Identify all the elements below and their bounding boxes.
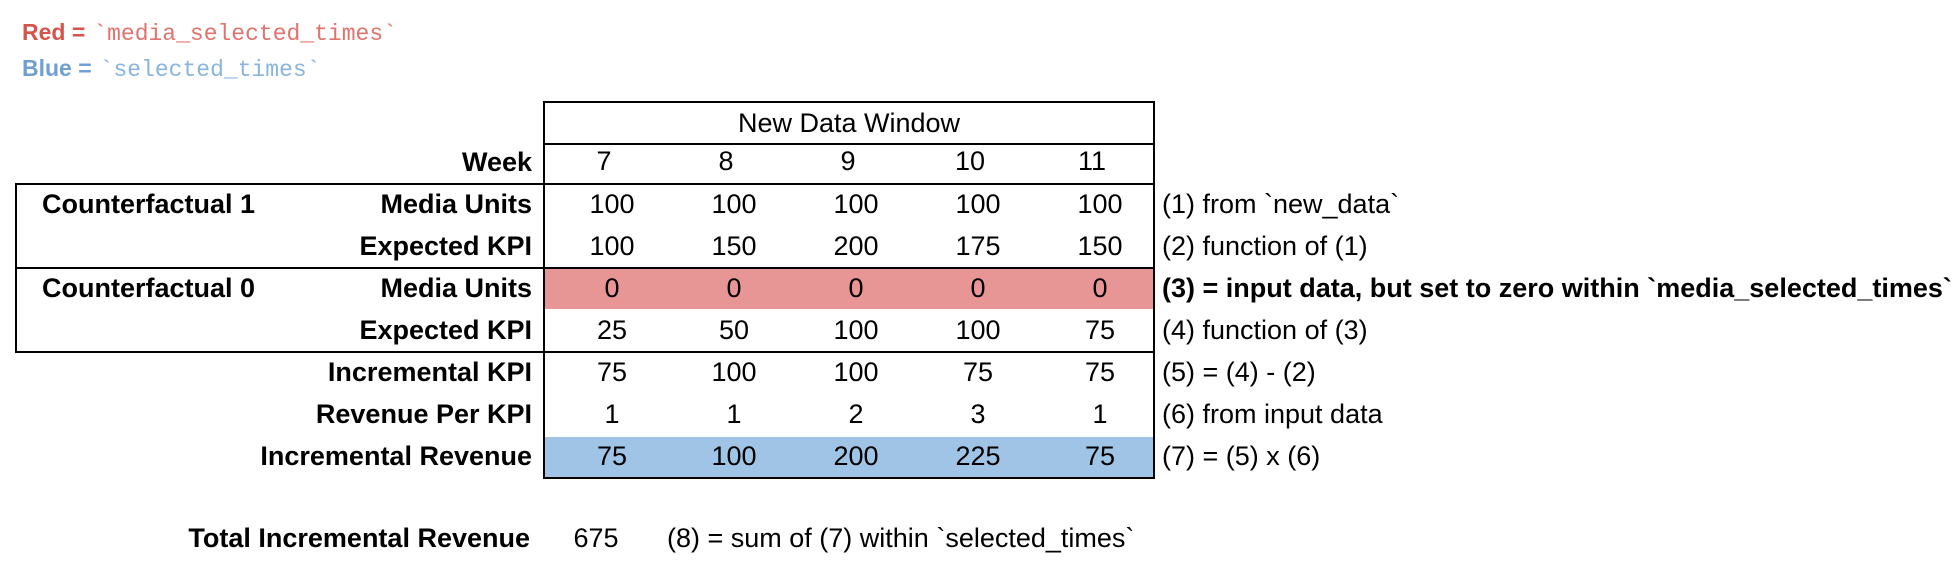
table-bottom-border bbox=[543, 477, 1155, 479]
table-cell: 200 bbox=[833, 231, 879, 261]
table-cell: 75 bbox=[1084, 357, 1116, 387]
week-number: 8 bbox=[718, 146, 734, 176]
table-cell: 175 bbox=[955, 231, 1001, 261]
legend-blue-code: `selected_times` bbox=[99, 57, 321, 83]
table-cell: 3 bbox=[970, 399, 986, 429]
row-values-revenue-per-kpi: 1 1 2 3 1 bbox=[543, 393, 1153, 435]
table-right-border bbox=[1153, 101, 1155, 479]
row-label-media-units-cf1: Media Units bbox=[380, 189, 532, 219]
group-box-left-border bbox=[15, 183, 17, 353]
week-row-bottom-border bbox=[15, 183, 1155, 185]
annotation-5: (5) = (4) - (2) bbox=[1162, 357, 1316, 387]
legend-blue-label: Blue = bbox=[22, 55, 92, 81]
table-cell: 100 bbox=[833, 315, 879, 345]
selected-times-highlight-band bbox=[545, 437, 1153, 477]
table-cell: 75 bbox=[1084, 315, 1116, 345]
total-row: Total Incremental Revenue 675 (8) = sum … bbox=[0, 520, 1960, 556]
table-cell: 100 bbox=[955, 189, 1001, 219]
table-cell: 200 bbox=[833, 441, 879, 471]
row-values-media-units-cf1: 100 100 100 100 100 bbox=[543, 183, 1153, 225]
legend-blue-line: Blue = `selected_times` bbox=[22, 50, 397, 86]
table-cell: 150 bbox=[711, 231, 757, 261]
table-cell: 1 bbox=[604, 399, 620, 429]
total-incremental-revenue-value: 675 bbox=[573, 523, 619, 553]
table-cell: 100 bbox=[833, 357, 879, 387]
table-cell: 225 bbox=[955, 441, 1001, 471]
week-number: 11 bbox=[1077, 146, 1107, 176]
table-cell: 2 bbox=[848, 399, 864, 429]
group-label-counterfactual-1: Counterfactual 1 bbox=[42, 189, 256, 219]
table-cell: 75 bbox=[596, 441, 628, 471]
table-cell: 100 bbox=[711, 441, 757, 471]
row-label-incremental-kpi: Incremental KPI bbox=[327, 357, 532, 387]
row-values-expected-kpi-cf1: 100 150 200 175 150 bbox=[543, 225, 1153, 267]
table-header-new-data-window: New Data Window bbox=[737, 108, 961, 138]
row-values-incremental-revenue: 75 100 200 225 75 bbox=[543, 435, 1153, 477]
table-cell: 75 bbox=[962, 357, 994, 387]
counterfactual-divider-border bbox=[15, 267, 1155, 269]
row-label-incremental-revenue: Incremental Revenue bbox=[260, 441, 532, 471]
header-bottom-border bbox=[543, 143, 1155, 145]
table-cell: 1 bbox=[1092, 399, 1108, 429]
table-cell: 0 bbox=[848, 273, 864, 303]
table-cell: 100 bbox=[589, 231, 635, 261]
table-left-border bbox=[543, 101, 545, 479]
legend-red-line: Red = `media_selected_times` bbox=[22, 14, 397, 50]
table-cell: 0 bbox=[604, 273, 620, 303]
week-number-row: 7 8 9 10 11 bbox=[543, 141, 1153, 181]
row-label-media-units-cf0: Media Units bbox=[380, 273, 532, 303]
week-number: 9 bbox=[840, 146, 856, 176]
row-values-media-units-cf0: 0 0 0 0 0 bbox=[543, 267, 1153, 309]
table-cell: 100 bbox=[589, 189, 635, 219]
legend-red-label: Red = bbox=[22, 19, 86, 45]
row-values-incremental-kpi: 75 100 100 75 75 bbox=[543, 351, 1153, 393]
counterfactual0-bottom-border bbox=[15, 351, 1155, 353]
annotation-7: (7) = (5) x (6) bbox=[1162, 441, 1321, 471]
table-cell: 50 bbox=[718, 315, 750, 345]
row-label-expected-kpi-cf1: Expected KPI bbox=[359, 231, 532, 261]
group-label-counterfactual-0: Counterfactual 0 bbox=[42, 273, 256, 303]
legend-red-code: `media_selected_times` bbox=[93, 21, 397, 47]
table-cell: 100 bbox=[711, 189, 757, 219]
week-number: 10 bbox=[954, 146, 986, 176]
table-cell: 75 bbox=[1084, 441, 1116, 471]
table-cell: 100 bbox=[711, 357, 757, 387]
table-cell: 0 bbox=[1092, 273, 1108, 303]
annotation-8: (8) = sum of (7) within `selected_times` bbox=[667, 523, 1135, 553]
annotation-3: (3) = input data, but set to zero within… bbox=[1162, 273, 1952, 303]
table-cell: 75 bbox=[596, 357, 628, 387]
table-top-border bbox=[543, 101, 1155, 103]
media-selected-times-highlight-band bbox=[545, 269, 1153, 309]
total-incremental-revenue-label: Total Incremental Revenue bbox=[188, 523, 530, 553]
row-values-expected-kpi-cf0: 25 50 100 100 75 bbox=[543, 309, 1153, 351]
table-cell: 100 bbox=[833, 189, 879, 219]
annotation-6: (6) from input data bbox=[1162, 399, 1383, 429]
annotation-1: (1) from `new_data` bbox=[1162, 189, 1400, 219]
table-cell: 1 bbox=[726, 399, 742, 429]
row-label-expected-kpi-cf0: Expected KPI bbox=[359, 315, 532, 345]
table-cell: 100 bbox=[955, 315, 1001, 345]
table-cell: 0 bbox=[726, 273, 742, 303]
row-label-revenue-per-kpi: Revenue Per KPI bbox=[315, 399, 532, 429]
week-number: 7 bbox=[596, 146, 612, 176]
table-cell: 0 bbox=[970, 273, 986, 303]
table-cell: 100 bbox=[1077, 189, 1123, 219]
annotation-2: (2) function of (1) bbox=[1162, 231, 1368, 261]
week-row-label: Week bbox=[461, 147, 532, 177]
legend: Red = `media_selected_times` Blue = `selec… bbox=[22, 14, 397, 86]
annotation-4: (4) function of (3) bbox=[1162, 315, 1368, 345]
table-cell: 25 bbox=[596, 315, 628, 345]
table-cell: 150 bbox=[1077, 231, 1123, 261]
